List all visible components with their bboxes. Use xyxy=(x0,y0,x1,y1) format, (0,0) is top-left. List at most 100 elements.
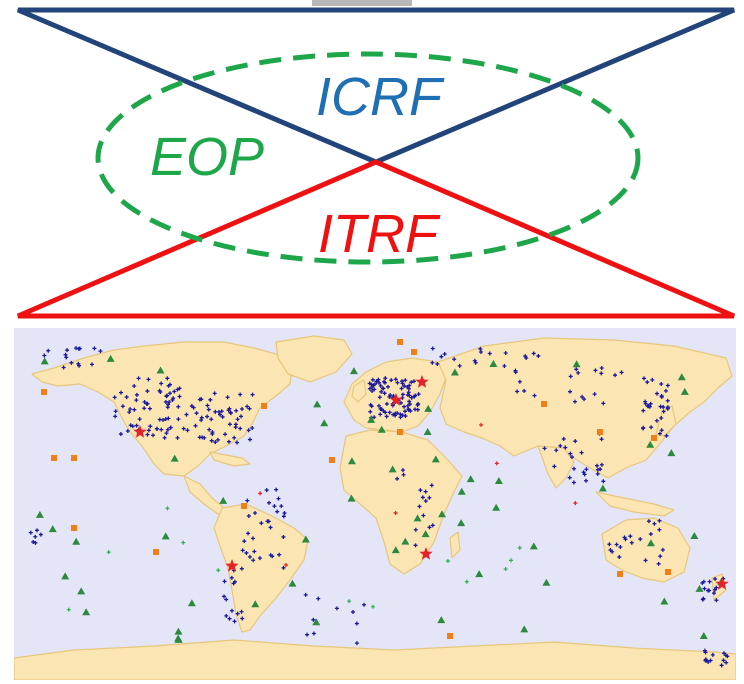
vlbi-plus-marker xyxy=(405,392,410,397)
vlbi-plus-marker xyxy=(554,448,559,453)
vlbi-plus-marker xyxy=(46,348,51,353)
vlbi-plus-marker xyxy=(599,371,604,376)
vlbi-plus-marker xyxy=(532,393,537,398)
vlbi-plus-marker xyxy=(113,409,118,414)
vlbi-plus-marker xyxy=(382,379,387,384)
vlbi-plus-marker xyxy=(380,386,385,391)
star-station-marker xyxy=(389,393,403,406)
vlbi-plus-marker xyxy=(413,393,418,398)
triangle-station-marker xyxy=(667,449,676,457)
triangle-station-marker xyxy=(72,537,81,545)
vlbi-plus-marker xyxy=(387,410,392,415)
vlbi-plus-marker xyxy=(232,435,237,440)
vlbi-plus-marker xyxy=(614,542,619,547)
small-red-plus-marker xyxy=(573,501,578,506)
vlbi-plus-marker xyxy=(146,377,151,382)
vlbi-plus-marker xyxy=(389,378,394,383)
vlbi-plus-marker xyxy=(658,554,663,559)
upper-triangle xyxy=(17,7,735,165)
vlbi-plus-marker xyxy=(127,410,132,415)
vlbi-plus-marker xyxy=(235,611,240,616)
vlbi-plus-marker xyxy=(167,399,172,404)
vlbi-plus-marker xyxy=(571,480,576,485)
vlbi-plus-marker xyxy=(227,406,232,411)
vlbi-plus-marker xyxy=(382,391,387,396)
land-japan xyxy=(655,405,677,437)
vlbi-plus-marker xyxy=(416,401,421,406)
vlbi-plus-marker xyxy=(657,527,662,532)
vlbi-plus-marker xyxy=(147,406,152,411)
vlbi-plus-marker xyxy=(144,401,149,406)
vlbi-plus-marker xyxy=(377,380,382,385)
vlbi-plus-marker xyxy=(268,525,273,530)
small-green-plus-marker xyxy=(347,599,352,604)
vlbi-plus-marker xyxy=(503,350,508,355)
vlbi-plus-marker xyxy=(305,632,310,637)
vlbi-plus-marker xyxy=(665,383,670,388)
small-red-plus-marker xyxy=(258,491,263,496)
vlbi-plus-marker xyxy=(723,653,728,658)
triangle-station-marker xyxy=(174,627,183,635)
vlbi-plus-marker xyxy=(568,374,573,379)
vlbi-plus-marker xyxy=(148,424,153,429)
vlbi-plus-marker xyxy=(175,387,180,392)
vlbi-plus-marker xyxy=(42,353,47,358)
triangle-station-marker xyxy=(77,587,86,595)
vlbi-plus-marker xyxy=(617,555,622,560)
vlbi-plus-marker xyxy=(648,532,653,537)
vlbi-plus-marker xyxy=(159,381,164,386)
vlbi-plus-marker xyxy=(170,397,175,402)
vlbi-plus-marker xyxy=(642,376,647,381)
vlbi-plus-marker xyxy=(238,426,243,431)
vlbi-plus-marker xyxy=(708,658,713,663)
eop-ellipse xyxy=(95,51,641,265)
vlbi-plus-marker xyxy=(251,558,256,563)
vlbi-plus-marker xyxy=(377,395,382,400)
vlbi-plus-marker xyxy=(568,389,573,394)
vlbi-plus-marker xyxy=(659,381,664,386)
triangle-station-marker xyxy=(391,546,400,554)
vlbi-plus-marker xyxy=(28,530,33,535)
vlbi-plus-marker xyxy=(384,414,389,419)
vlbi-plus-marker xyxy=(391,394,396,399)
vlbi-plus-marker xyxy=(599,462,604,467)
vlbi-plus-marker xyxy=(430,360,435,365)
triangle-station-marker xyxy=(680,387,689,395)
vlbi-plus-marker xyxy=(222,579,227,584)
vlbi-plus-marker xyxy=(239,566,244,571)
square-station-marker xyxy=(41,389,47,395)
vlbi-plus-marker xyxy=(408,402,412,407)
triangle-station-marker xyxy=(61,572,70,580)
vlbi-plus-marker xyxy=(661,409,666,414)
vlbi-plus-marker xyxy=(167,391,172,396)
vlbi-plus-marker xyxy=(561,436,566,441)
vlbi-plus-marker xyxy=(435,361,440,366)
small-green-plus-marker xyxy=(464,579,469,584)
triangle-station-marker xyxy=(301,535,310,543)
vlbi-plus-marker xyxy=(205,403,210,408)
vlbi-plus-marker xyxy=(146,428,151,433)
vlbi-plus-marker xyxy=(206,407,211,412)
vlbi-plus-marker xyxy=(513,368,518,373)
vlbi-plus-marker xyxy=(623,537,628,542)
vlbi-plus-marker xyxy=(202,435,207,440)
vlbi-plus-marker xyxy=(354,621,359,626)
vlbi-plus-marker xyxy=(215,437,220,442)
vlbi-plus-marker xyxy=(427,495,432,500)
vlbi-plus-marker xyxy=(162,435,167,440)
vlbi-plus-marker xyxy=(334,606,339,611)
vlbi-plus-marker xyxy=(663,388,668,393)
vlbi-plus-marker xyxy=(164,431,169,436)
vlbi-plus-marker xyxy=(38,532,43,537)
small-green-plus-marker xyxy=(66,607,71,612)
vlbi-plus-marker xyxy=(429,483,434,488)
vlbi-plus-marker xyxy=(242,539,247,544)
square-station-marker xyxy=(597,429,603,435)
vlbi-plus-marker xyxy=(370,377,375,382)
vlbi-plus-marker xyxy=(582,472,587,477)
square-station-marker xyxy=(665,569,671,575)
vlbi-plus-marker xyxy=(184,412,189,417)
vlbi-plus-marker xyxy=(240,548,245,553)
vlbi-plus-marker xyxy=(648,401,653,406)
vlbi-plus-marker xyxy=(656,561,661,566)
